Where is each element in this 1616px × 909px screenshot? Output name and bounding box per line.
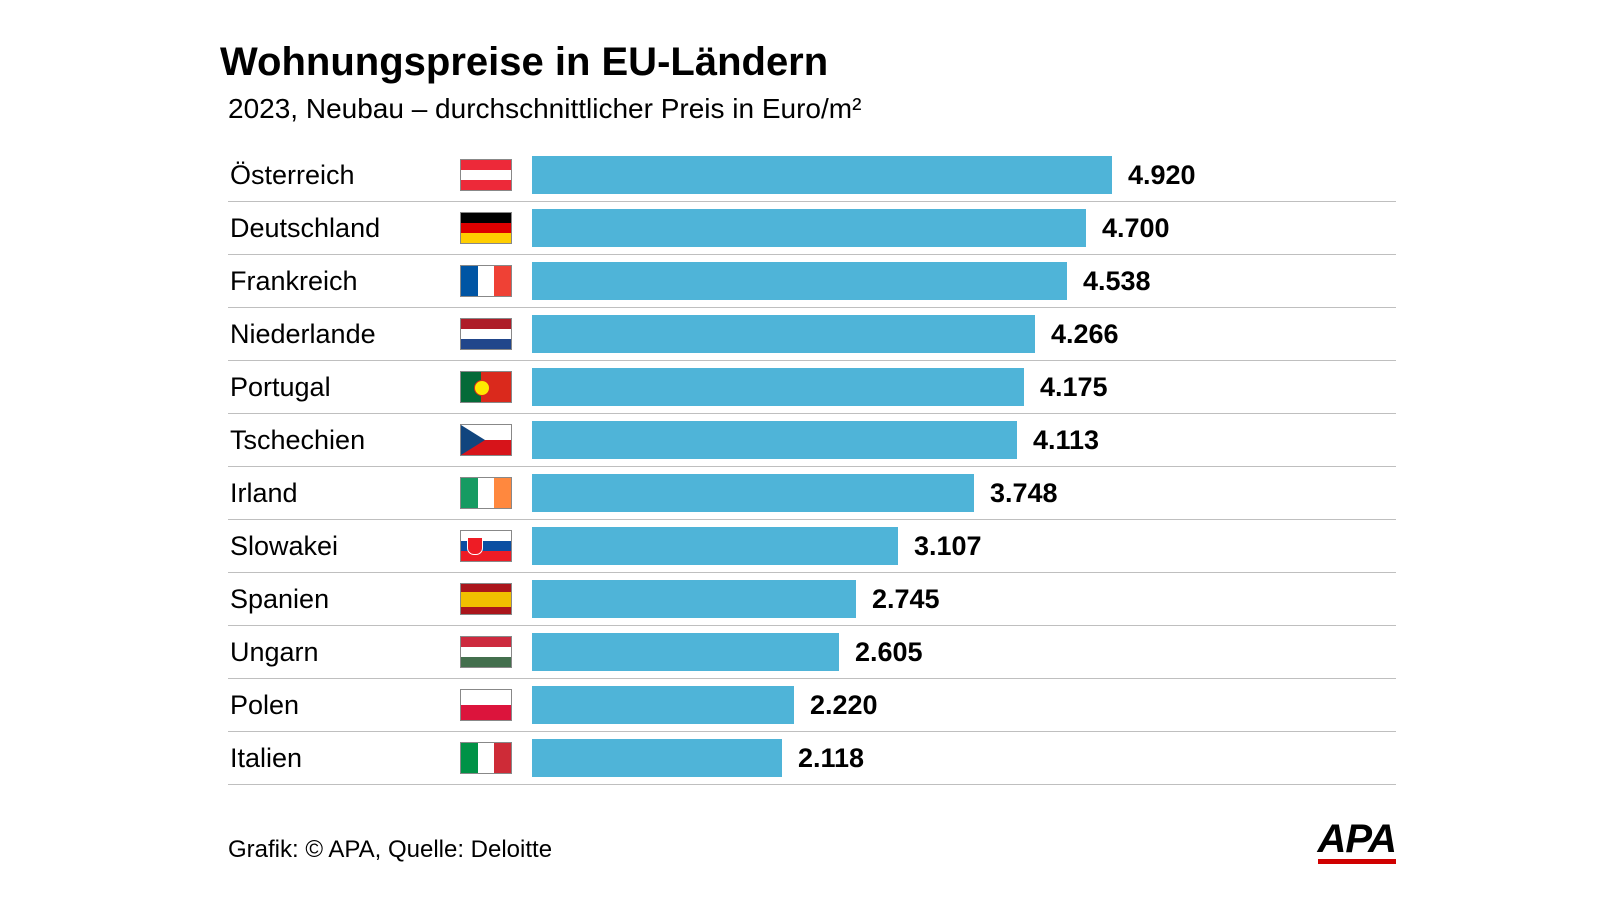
bar-area: 4.266 [532,308,1396,360]
flag-icon [460,159,512,191]
bar-area: 4.113 [532,414,1396,466]
chart-row: Ungarn 2.605 [228,626,1396,679]
chart-row: Slowakei 3.107 [228,520,1396,573]
flag-icon [460,265,512,297]
bar-area: 2.220 [532,679,1396,731]
bar [532,421,1017,459]
chart-row: Irland 3.748 [228,467,1396,520]
bar-value: 4.700 [1102,213,1170,244]
chart-row: Frankreich 4.538 [228,255,1396,308]
bar-value: 2.605 [855,637,923,668]
chart-row: Tschechien 4.113 [228,414,1396,467]
country-label: Niederlande [228,319,460,350]
bar-value: 2.220 [810,690,878,721]
bar [532,686,794,724]
country-label: Italien [228,743,460,774]
country-label: Frankreich [228,266,460,297]
bar [532,156,1112,194]
flag-icon [460,477,512,509]
chart-footer: Grafik: © APA, Quelle: Deloitte APA [228,821,1396,864]
flag-icon [460,636,512,668]
chart-rows: Österreich 4.920 Deutschland 4.700 Frank… [228,149,1396,785]
flag-icon [460,583,512,615]
bar-value: 3.748 [990,478,1058,509]
bar [532,315,1035,353]
country-label: Slowakei [228,531,460,562]
chart-row: Italien 2.118 [228,732,1396,785]
country-label: Portugal [228,372,460,403]
bar-area: 4.538 [532,255,1396,307]
bar-value: 4.920 [1128,160,1196,191]
country-label: Tschechien [228,425,460,456]
bar-value: 4.266 [1051,319,1119,350]
chart-subtitle: 2023, Neubau – durchschnittlicher Preis … [228,93,1396,125]
chart-row: Spanien 2.745 [228,573,1396,626]
flag-icon [460,742,512,774]
chart-row: Portugal 4.175 [228,361,1396,414]
bar-area: 2.118 [532,732,1396,784]
apa-logo: APA [1318,821,1396,864]
flag-icon [460,424,512,456]
bar-area: 4.700 [532,202,1396,254]
bar-area: 3.107 [532,520,1396,572]
chart-row: Polen 2.220 [228,679,1396,732]
source-text: Grafik: © APA, Quelle: Deloitte [228,836,552,864]
flag-icon [460,689,512,721]
chart-container: Wohnungspreise in EU-Ländern 2023, Neuba… [0,0,1616,894]
bar-value: 2.745 [872,584,940,615]
bar-area: 4.920 [532,149,1396,201]
bar [532,474,974,512]
country-label: Österreich [228,160,460,191]
bar-value: 3.107 [914,531,982,562]
flag-icon [460,212,512,244]
bar [532,633,839,671]
chart-title: Wohnungspreise in EU-Ländern [220,40,1396,85]
flag-icon [460,371,512,403]
bar-area: 2.745 [532,573,1396,625]
bar-value: 4.538 [1083,266,1151,297]
country-label: Deutschland [228,213,460,244]
bar [532,368,1024,406]
bar-value: 2.118 [798,743,864,774]
bar-area: 4.175 [532,361,1396,413]
chart-row: Österreich 4.920 [228,149,1396,202]
bar [532,527,898,565]
bar [532,262,1067,300]
flag-icon [460,318,512,350]
bar [532,580,856,618]
flag-icon [460,530,512,562]
chart-row: Deutschland 4.700 [228,202,1396,255]
country-label: Ungarn [228,637,460,668]
bar-value: 4.113 [1033,425,1099,456]
bar-area: 3.748 [532,467,1396,519]
country-label: Spanien [228,584,460,615]
bar-area: 2.605 [532,626,1396,678]
country-label: Polen [228,690,460,721]
bar-value: 4.175 [1040,372,1108,403]
bar [532,209,1086,247]
bar [532,739,782,777]
chart-row: Niederlande 4.266 [228,308,1396,361]
country-label: Irland [228,478,460,509]
